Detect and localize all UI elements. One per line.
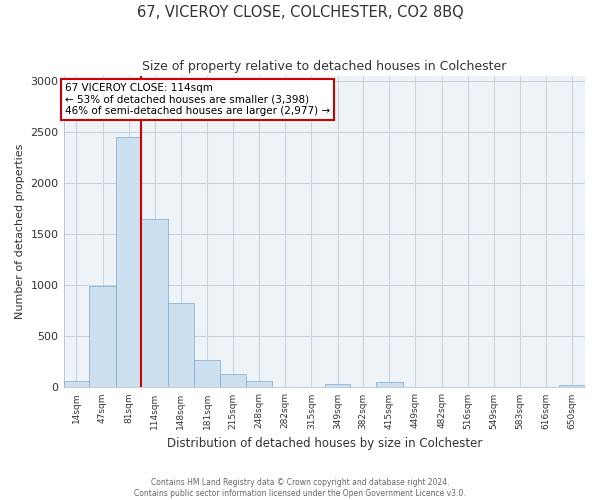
Text: Contains HM Land Registry data © Crown copyright and database right 2024.
Contai: Contains HM Land Registry data © Crown c… [134,478,466,498]
Bar [89,286,116,388]
Bar [116,137,142,388]
X-axis label: Distribution of detached houses by size in Colchester: Distribution of detached houses by size … [167,437,482,450]
Y-axis label: Number of detached properties: Number of detached properties [15,144,25,319]
Bar [559,386,585,388]
Bar [376,382,403,388]
Bar [168,302,194,388]
Bar [142,218,168,388]
Text: 67, VICEROY CLOSE, COLCHESTER, CO2 8BQ: 67, VICEROY CLOSE, COLCHESTER, CO2 8BQ [137,5,463,20]
Title: Size of property relative to detached houses in Colchester: Size of property relative to detached ho… [142,60,506,73]
Bar [194,360,220,388]
Bar [246,382,272,388]
Bar [64,382,89,388]
Text: 67 VICEROY CLOSE: 114sqm
← 53% of detached houses are smaller (3,398)
46% of sem: 67 VICEROY CLOSE: 114sqm ← 53% of detach… [65,82,330,116]
Bar [220,374,246,388]
Bar [325,384,350,388]
